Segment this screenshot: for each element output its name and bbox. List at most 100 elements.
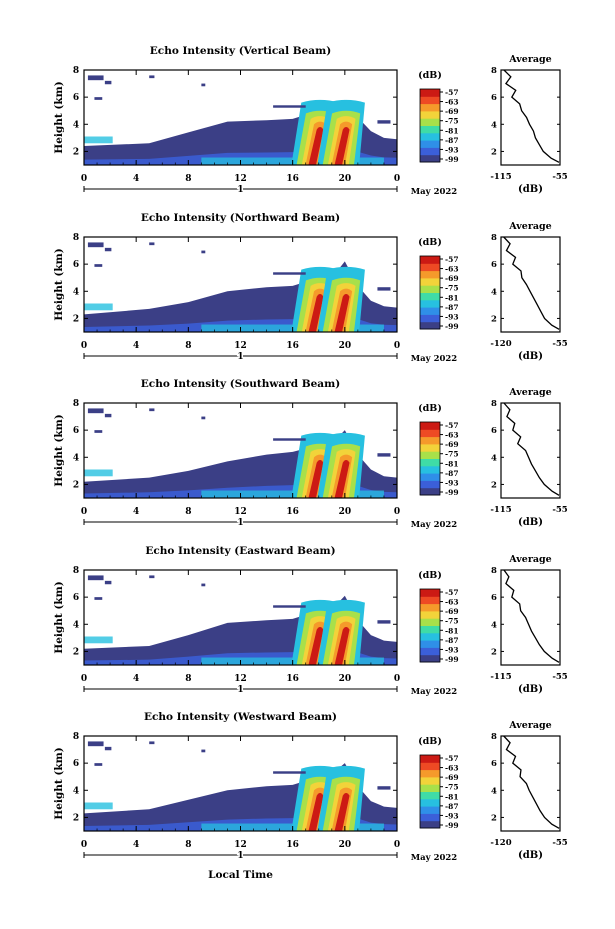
colorbar-frame — [419, 421, 441, 496]
echo-patch-left — [84, 802, 113, 810]
profile-x-tick-label: -55 — [552, 172, 567, 182]
profile-y-tick-label: 8 — [491, 566, 497, 576]
profile-y-tick-label: 8 — [491, 399, 497, 409]
colorbar-tick-label: -57 — [445, 588, 459, 597]
colorbar-swatch — [420, 820, 440, 829]
y-tick-label: 2 — [73, 813, 79, 823]
colorbar-tick-label: -87 — [445, 469, 459, 478]
y-tick-label: 4 — [73, 120, 79, 130]
colorbar-tick-label: -93 — [445, 312, 459, 321]
colorbar-swatch — [420, 307, 440, 315]
colorbar-swatch — [420, 798, 440, 807]
heatmap — [84, 408, 397, 498]
panel-1: Echo Intensity (Northward Beam) 2 4 6 8 Heigh… — [53, 212, 568, 364]
echo-speck — [94, 597, 103, 600]
echo-speck — [149, 575, 155, 579]
echo-speck — [104, 247, 112, 252]
convective-column — [334, 627, 350, 665]
x-tick-label: 12 — [234, 507, 247, 517]
x-tick-label: 8 — [185, 507, 191, 517]
day-label: 1 — [237, 685, 243, 695]
profile-frame — [500, 236, 561, 333]
heatmap — [84, 575, 397, 665]
convective-column — [334, 793, 350, 831]
profile-title: Average — [508, 387, 551, 398]
panel-4: Echo Intensity (Westward Beam) 2 4 6 8 Height… — [53, 711, 568, 863]
colorbar-swatch — [420, 589, 440, 597]
profile-x-tick-label: -115 — [490, 672, 511, 682]
colorbar-swatch — [420, 625, 440, 634]
profile-x-label: (dB) — [518, 351, 543, 362]
colorbar-swatch — [420, 140, 440, 148]
colorbar-tick-label: -75 — [445, 284, 459, 293]
colorbar-tick-label: -93 — [445, 811, 459, 820]
y-axis-label: Height (km) — [53, 248, 65, 320]
echo-speck — [94, 97, 103, 100]
colorbar-tick-label: -87 — [445, 802, 459, 811]
x-axis-label: Local Time — [208, 869, 273, 881]
colorbar-swatch — [420, 314, 440, 323]
y-tick-label: 6 — [73, 93, 79, 103]
colorbar-unit: (dB) — [418, 403, 442, 414]
colorbar-swatch — [420, 632, 440, 641]
panel-title: Echo Intensity (Eastward Beam) — [145, 545, 335, 557]
profile-x-tick-label: -55 — [552, 838, 567, 848]
colorbar-tick-label: -81 — [445, 792, 459, 801]
profile-x-label: (dB) — [518, 684, 543, 695]
colorbar-tick-label: -99 — [445, 655, 459, 664]
echo-speck — [201, 416, 206, 420]
echo-speck — [273, 771, 306, 774]
y-tick-label: 2 — [73, 314, 79, 324]
colorbar-tick-label: -75 — [445, 617, 459, 626]
y-tick-label: 8 — [73, 66, 79, 76]
colorbar-unit: (dB) — [418, 70, 442, 81]
echo-speck — [377, 120, 391, 124]
colorbar-swatch — [420, 610, 440, 619]
x-tick-label: 16 — [286, 341, 299, 351]
colorbar-tick-label: -81 — [445, 293, 459, 302]
profile-x-label: (dB) — [518, 850, 543, 861]
colorbar-swatch — [420, 422, 440, 430]
colorbar-tick-label: -57 — [445, 754, 459, 763]
x-tick-label: 0 — [81, 174, 87, 184]
profile-x-tick-label: -55 — [552, 339, 567, 349]
colorbar-tick-label: -87 — [445, 303, 459, 312]
profile-frame — [500, 569, 561, 666]
y-tick-label: 8 — [73, 566, 79, 576]
x-tick-label: 16 — [286, 840, 299, 850]
colorbar-tick-label: -63 — [445, 764, 459, 773]
day-label: 1 — [237, 185, 243, 195]
echo-speck — [149, 242, 155, 246]
profile-y-tick-label: 2 — [491, 147, 497, 157]
x-tick-label: 20 — [339, 507, 352, 517]
profile-line — [503, 735, 560, 829]
echo-speck — [273, 105, 306, 108]
echo-speck — [377, 620, 391, 624]
x-tick-label: 0 — [81, 507, 87, 517]
y-tick-label: 4 — [73, 786, 79, 796]
echo-speck — [94, 264, 103, 267]
colorbar-swatch — [420, 118, 440, 126]
x-tick-label: 0 — [81, 341, 87, 351]
colorbar-tick-label: -69 — [445, 607, 459, 616]
colorbar-swatch — [420, 256, 440, 264]
x-tick-label: 4 — [133, 174, 139, 184]
colorbar-tick-label: -63 — [445, 598, 459, 607]
heatmap — [84, 242, 397, 332]
colorbar-frame — [419, 88, 441, 163]
y-tick-label: 8 — [73, 732, 79, 742]
convective-column — [334, 294, 350, 332]
colorbar-swatch — [420, 270, 440, 279]
echo-speck — [149, 408, 155, 412]
convective-column — [334, 127, 350, 165]
y-tick-label: 2 — [73, 480, 79, 490]
colorbar-swatch — [420, 277, 440, 286]
x-tick-label: 4 — [133, 341, 139, 351]
echo-speck — [377, 287, 391, 291]
colorbar-swatch — [420, 299, 440, 308]
y-tick-label: 6 — [73, 759, 79, 769]
y-tick-label: 4 — [73, 620, 79, 630]
y-axis-label: Height (km) — [53, 81, 65, 153]
y-axis-label: Height (km) — [53, 747, 65, 819]
colorbar-swatch — [420, 147, 440, 156]
